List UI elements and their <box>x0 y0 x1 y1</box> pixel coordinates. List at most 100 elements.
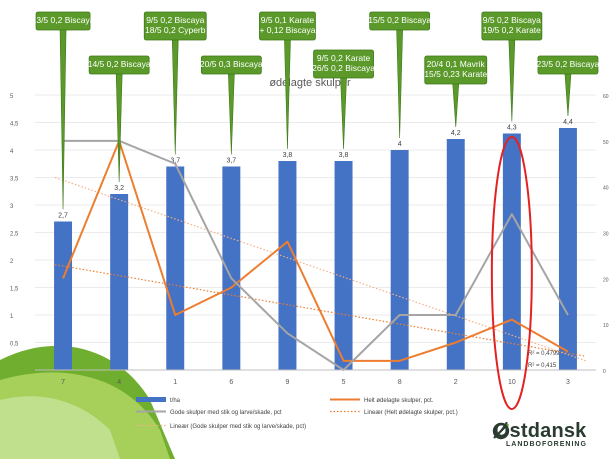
callout-box <box>143 11 207 41</box>
chart-title: ødelagte skulper <box>269 77 351 89</box>
callout: 23/5 0,2 Biscaya <box>537 55 600 117</box>
logo: ØØstdansk LANDBOFORENING <box>492 420 604 454</box>
logo-name-text: Østdansk <box>493 420 587 442</box>
logo-name: ØØstdansk <box>492 420 587 443</box>
series-line <box>63 139 569 371</box>
legend-label: t/ha <box>170 398 181 404</box>
legend-item: Gode skulper med stik og larve/skade, pc… <box>136 410 282 416</box>
callout-text: 9/5 0,1 Karate <box>261 15 315 25</box>
callout-pointer <box>340 77 347 150</box>
bar-value-label: 3,7 <box>170 158 180 165</box>
r-squared-labels: R² = 0,4799 R² = 0,415 <box>528 351 560 369</box>
bar <box>110 194 129 370</box>
legend-item: Helt ødelagte skulper, pct. <box>330 398 434 404</box>
legend-item: Lineær (Gode skulper med stik og larve/s… <box>136 424 306 430</box>
left-tick-label: 4 <box>10 149 14 155</box>
bar-value-label: 3,8 <box>283 152 293 159</box>
right-tick-label: 60 <box>603 94 609 100</box>
left-tick-label: 2 <box>10 259 14 265</box>
corner-decoration <box>0 345 175 459</box>
callout-box <box>35 11 91 31</box>
x-axis-ticks: 7 4 1 6 9 5 8 2 10 3 <box>61 379 570 386</box>
right-axis-ticks: 60 50 40 30 20 10 0 <box>603 94 609 375</box>
callout-text: 9/5 0,2 Biscaya <box>146 15 204 25</box>
right-tick-label: 20 <box>603 277 609 283</box>
x-tick-label: 6 <box>229 379 233 386</box>
legend-swatch <box>136 397 166 402</box>
callout: 20/5 0,3 Biscaya <box>200 55 263 155</box>
left-tick-label: 1,5 <box>10 287 19 293</box>
bar <box>390 150 409 370</box>
callout-box <box>369 11 431 31</box>
callout-box <box>200 55 262 75</box>
highlight-ring <box>490 136 533 410</box>
logo-subtitle: LANDBOFORENING <box>506 441 587 448</box>
bar <box>222 166 241 370</box>
bar-series <box>54 128 577 370</box>
legend-item: Lineær (Helt ødelagte skulper, pct.) <box>330 410 458 416</box>
left-tick-label: 2,5 <box>10 232 19 238</box>
r-squared-label: R² = 0,415 <box>528 363 557 369</box>
callout-box <box>424 55 488 85</box>
callout: 13/5 0,2 Biscaya <box>32 11 95 210</box>
callout-box <box>313 49 374 79</box>
left-axis-ticks: 5 4,5 4 3,5 3 2,5 2 1,5 1 0,5 <box>10 94 19 348</box>
callout-text: 19/5 0,2 Karate <box>483 25 541 35</box>
callout-text: 26/5 0,2 Biscaya <box>312 63 375 73</box>
bar <box>54 221 73 370</box>
legend: t/ha Helt ødelagte skulper, pct. Gode skul… <box>136 397 458 430</box>
left-tick-label: 3 <box>10 204 14 210</box>
callout-text: 18/5 0,2 Cyperb <box>145 25 206 35</box>
bar-value-label: 2,7 <box>58 213 68 220</box>
callout-text: 15/5 0,2 Biscaya <box>368 15 431 25</box>
bar <box>334 161 353 370</box>
callout: 15/5 0,2 Biscaya <box>368 11 431 139</box>
bar-value-label: 4,3 <box>507 125 517 132</box>
legend-label: Helt ødelagte skulper, pct. <box>364 398 434 404</box>
x-tick-label: 7 <box>61 379 65 386</box>
x-tick-label: 3 <box>566 379 570 386</box>
callout-pointer <box>452 83 460 128</box>
x-tick-label: 4 <box>117 379 121 386</box>
right-tick-label: 50 <box>603 140 609 146</box>
callout-text: 14/5 0,2 Biscaya <box>88 59 151 69</box>
callout-pointer <box>284 39 291 150</box>
bar-value-label: 4,4 <box>563 119 573 126</box>
trend-line <box>54 176 587 362</box>
right-tick-label: 0 <box>603 369 606 375</box>
callout-box <box>259 11 316 41</box>
trend-lines <box>54 176 587 362</box>
bar-data-labels: 2,7 3,2 3,7 3,7 3,8 3,8 4 4,2 4,3 4,4 <box>58 119 573 220</box>
callout-text: + 0,12 Biscaya <box>259 25 315 35</box>
callout: 9/5 0,1 Karate+ 0,12 Biscaya <box>259 11 316 150</box>
right-tick-label: 30 <box>603 232 609 238</box>
bar <box>278 161 297 370</box>
left-tick-label: 3,5 <box>10 177 19 183</box>
gridlines <box>35 94 596 343</box>
left-tick-label: 4,5 <box>10 122 19 128</box>
x-tick-label: 10 <box>508 379 516 386</box>
bar-value-label: 3,2 <box>114 185 124 192</box>
series-line <box>62 139 569 362</box>
left-tick-label: 5 <box>10 94 14 100</box>
left-tick-label: 0,5 <box>10 342 19 348</box>
callout-pointer <box>396 29 403 139</box>
right-tick-label: 10 <box>603 323 609 329</box>
callout-text: 9/5 0,2 Karate <box>317 53 371 63</box>
logo-mark-icon <box>492 422 510 440</box>
callout-text: 9/5 0,2 Biscaya <box>483 15 541 25</box>
callout-text: 13/5 0,2 Biscaya <box>32 15 95 25</box>
callout-text: 20/4 0,1 Mavrik <box>427 59 486 69</box>
x-tick-label: 9 <box>285 379 289 386</box>
bar <box>166 166 185 370</box>
right-tick-label: 40 <box>603 186 609 192</box>
callout-pointer <box>228 73 235 155</box>
legend-label: Gode skulper med stik og larve/skade, pc… <box>170 410 282 416</box>
callout-text: 20/5 0,3 Biscaya <box>200 59 263 69</box>
legend-item: t/ha <box>136 397 181 404</box>
